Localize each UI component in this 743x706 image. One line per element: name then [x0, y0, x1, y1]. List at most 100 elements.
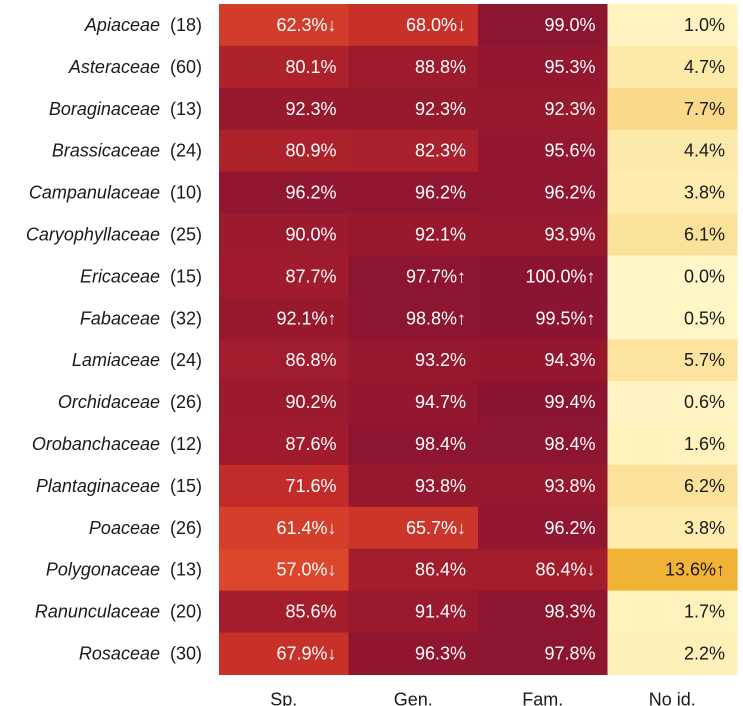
row-label: Poaceae (26) [89, 518, 202, 538]
cell-value-label: 6.2% [684, 476, 725, 496]
row-label-family: Orobanchaceae [32, 434, 160, 454]
cell-value-label: 92.3% [544, 99, 595, 119]
row-label-count: (30) [170, 643, 202, 663]
heatmap-cell [478, 464, 609, 508]
heatmap-cell [219, 171, 350, 215]
heatmap-cell [348, 464, 479, 508]
cell-value-label: 65.7%↓ [406, 518, 466, 538]
cell-value-label: 87.6% [285, 434, 336, 454]
heatmap-cell [348, 590, 479, 634]
cell-value-label: 82.3% [415, 141, 466, 161]
row-label-count: (24) [170, 141, 202, 161]
heatmap-cell [478, 381, 609, 424]
row-label: Lamiaceae (24) [72, 350, 202, 370]
row-label: Rosaceae (30) [79, 643, 202, 663]
heatmap-cell [607, 255, 738, 298]
heatmap-cell [607, 297, 738, 340]
row-label: Asteraceae (60) [68, 57, 202, 77]
cell-value-label: 13.6%↑ [665, 560, 725, 580]
heatmap-cell [219, 381, 350, 424]
heatmap-cell [478, 590, 609, 634]
heatmap-cell [219, 297, 350, 340]
cell-value-label: 92.3% [415, 99, 466, 119]
heatmap-cell [478, 87, 609, 131]
row-label: Campanulaceae (10) [29, 183, 202, 203]
cell-value-label: 86.4% [415, 560, 466, 580]
heatmap-cell [219, 464, 350, 508]
cell-value-label: 4.4% [684, 141, 725, 161]
cell-value-label: 2.2% [684, 643, 725, 663]
heatmap-cell [607, 45, 738, 89]
heatmap-cell [219, 129, 350, 173]
cell-value-label: 0.5% [684, 308, 725, 328]
cell-value-label: 98.8%↑ [406, 308, 466, 328]
row-label-count: (12) [170, 434, 202, 454]
heatmap-cell [607, 4, 738, 47]
cell-value-label: 6.1% [684, 224, 725, 244]
heatmap-cell [478, 297, 609, 340]
cell-value-label: 90.2% [285, 392, 336, 412]
heatmap-cell [219, 632, 350, 675]
heatmap-cell [348, 506, 479, 550]
row-label: Fabaceae (32) [80, 308, 202, 328]
heatmap-cell [348, 548, 479, 592]
cell-value-label: 85.6% [285, 602, 336, 622]
cell-value-label: 99.4% [544, 392, 595, 412]
cell-value-label: 3.8% [684, 518, 725, 538]
heatmap-cell [219, 339, 350, 382]
cell-value-label: 86.8% [285, 350, 336, 370]
cell-value-label: 68.0%↓ [406, 15, 466, 35]
heatmap-cell [478, 255, 609, 298]
cell-value-label: 94.7% [415, 392, 466, 412]
heatmap-cell [219, 4, 350, 47]
cell-value-label: 62.3%↓ [276, 15, 336, 35]
heatmap-cell [607, 548, 738, 592]
heatmap-cell-labels: 62.3%↓ 68.0%↓ 99.0% 1.0% 80.1% 88.8% 95.3% 4.7%… [276, 15, 725, 664]
heatmap-cell [219, 506, 350, 550]
row-label: Orobanchaceae (12) [32, 434, 202, 454]
row-label-family: Lamiaceae [72, 350, 160, 370]
heatmap-cell [348, 129, 479, 173]
cell-value-label: 90.0% [285, 224, 336, 244]
column-label: Fam. [522, 689, 563, 706]
cell-value-label: 80.1% [285, 57, 336, 77]
heatmap-cell [348, 213, 479, 256]
row-label-count: (15) [170, 476, 202, 496]
heatmap-cell [607, 506, 738, 550]
row-label-family: Fabaceae [80, 308, 160, 328]
cell-value-label: 97.7%↑ [406, 266, 466, 286]
cell-value-label: 0.0% [684, 266, 725, 286]
heatmap-cell [348, 255, 479, 298]
column-label: No id. [649, 689, 696, 706]
column-label: Gen. [394, 689, 433, 706]
heatmap-cell [348, 45, 479, 89]
row-label: Brassicaceae (24) [52, 141, 202, 161]
heatmap-cell [348, 339, 479, 382]
row-label-family: Apiaceae [84, 15, 160, 35]
heatmap-cell [478, 45, 609, 89]
row-label-family: Caryophyllaceae [26, 224, 160, 244]
heatmap-cell [478, 129, 609, 173]
row-label: Plantaginaceae (15) [36, 476, 202, 496]
heatmap-cell [348, 87, 479, 131]
cell-value-label: 94.3% [544, 350, 595, 370]
row-label-count: (32) [170, 308, 202, 328]
row-label-family: Poaceae [89, 518, 160, 538]
heatmap-cell [478, 339, 609, 382]
row-label-count: (24) [170, 350, 202, 370]
row-label-count: (25) [170, 224, 202, 244]
cell-value-label: 100.0%↑ [525, 266, 595, 286]
row-label: Polygonaceae (13) [46, 560, 202, 580]
row-label-count: (15) [170, 266, 202, 286]
heatmap-cells [219, 4, 738, 675]
heatmap-cell [348, 423, 479, 466]
row-label-count: (18) [170, 15, 202, 35]
row-label-count: (60) [170, 57, 202, 77]
cell-value-label: 92.3% [285, 99, 336, 119]
row-label: Orchidaceae (26) [58, 392, 202, 412]
row-label-count: (10) [170, 183, 202, 203]
cell-value-label: 97.8% [544, 643, 595, 663]
row-label-family: Rosaceae [79, 643, 160, 663]
cell-value-label: 99.5%↑ [535, 308, 595, 328]
